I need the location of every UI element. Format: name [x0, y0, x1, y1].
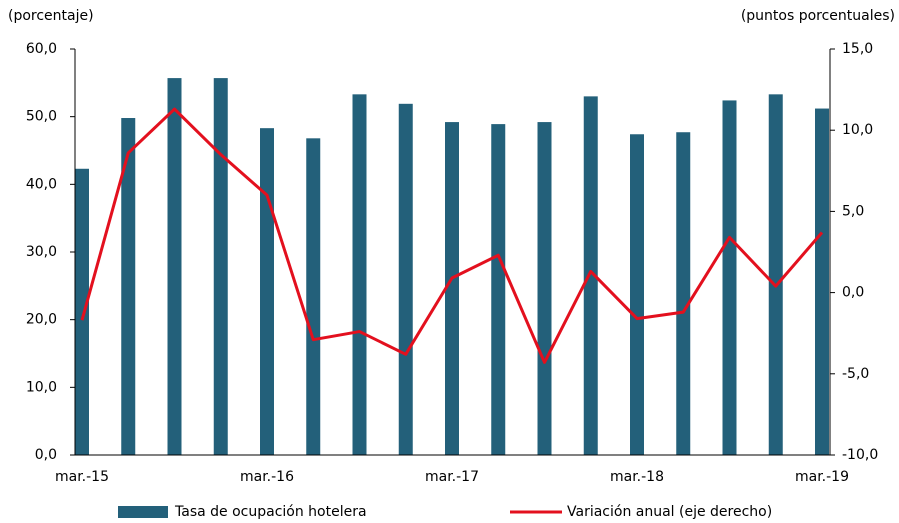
line	[80, 107, 824, 364]
bar	[491, 124, 506, 456]
bar	[537, 122, 552, 455]
y-tick-label: 40,0	[26, 176, 57, 192]
y2-tick-label: 5,0	[842, 203, 864, 219]
bar	[722, 100, 737, 455]
y2-tick-label: 0,0	[842, 285, 864, 301]
y2-tick-label: -10,0	[842, 447, 878, 463]
bar	[398, 103, 413, 455]
y-tick-label: 0,0	[35, 447, 57, 463]
legend-label: Variación anual (eje derecho)	[567, 504, 772, 520]
y-tick-label: 50,0	[26, 109, 57, 125]
x-tick-label: mar.-18	[610, 469, 664, 485]
bar	[815, 108, 829, 456]
x-tick-label: mar.-15	[55, 469, 109, 485]
bar	[306, 138, 321, 455]
bar	[768, 94, 783, 455]
y-tick-label: 10,0	[26, 379, 57, 395]
y2-tick-label: 10,0	[842, 122, 873, 138]
y2-tick-label: 15,0	[842, 41, 873, 57]
bar	[676, 132, 691, 456]
x-tick-label: mar.-17	[425, 469, 479, 485]
y2-tick-label: -5,0	[842, 366, 869, 382]
y-tick-label: 30,0	[26, 244, 57, 260]
y-tick-label: 60,0	[26, 41, 57, 57]
x-tick-label: mar.-19	[795, 469, 849, 485]
y-axis-label: (porcentaje)	[8, 8, 94, 24]
bar	[260, 128, 274, 456]
bar	[352, 94, 367, 455]
bar	[75, 168, 89, 455]
bar	[445, 122, 459, 455]
legend-label: Tasa de ocupación hotelera	[174, 504, 367, 520]
bar	[213, 78, 228, 455]
bar	[583, 96, 598, 455]
y2-axis-label: (puntos porcentuales)	[741, 8, 895, 24]
legend-swatch	[118, 506, 168, 518]
y-tick-label: 20,0	[26, 312, 57, 328]
bar	[167, 78, 182, 455]
x-tick-label: mar.-16	[240, 469, 294, 485]
bar	[630, 134, 644, 455]
bar	[121, 118, 136, 456]
